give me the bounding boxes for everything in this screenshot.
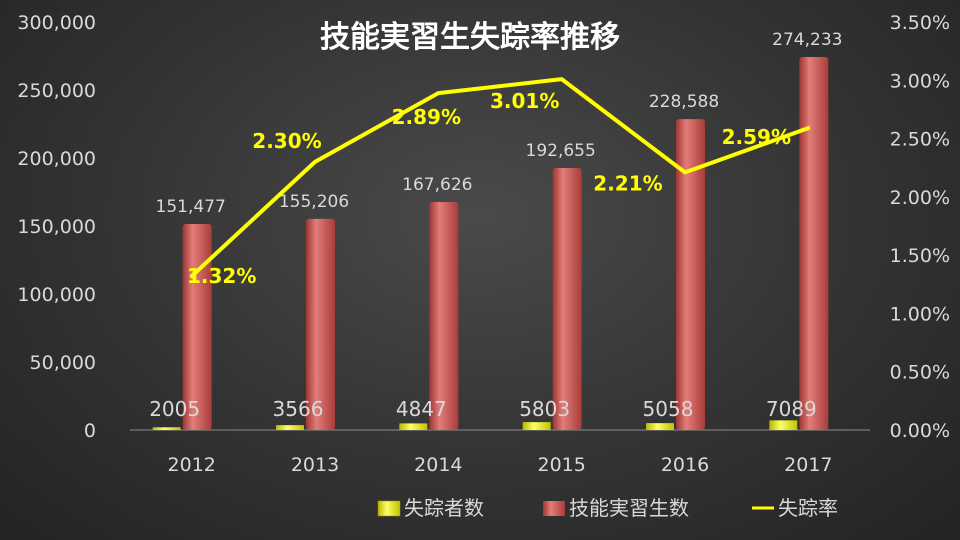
trainee-labels: 151,477 155,206 167,626 192,655 228,588 274,2…	[156, 30, 843, 217]
trainee-bar	[676, 119, 705, 430]
legend-swatch-trainees	[543, 501, 565, 516]
left-axis-tick-label: 50,000	[30, 352, 96, 374]
right-axis-tick-label: 0.50%	[890, 362, 950, 384]
x-axis-tick-label: 2015	[537, 454, 585, 476]
missing-value-label: 5803	[519, 397, 570, 421]
legend: 失踪者数 技能実習生数 失踪率	[377, 496, 838, 520]
rate-labels: 1.32% 2.30% 2.89% 3.01% 2.21% 2.59%	[187, 89, 791, 288]
right-axis-ticks: 0.00% 0.50% 1.00% 1.50% 2.00% 2.50% 3.00% 3.50%	[890, 12, 950, 442]
missing-bar	[646, 423, 674, 430]
trainee-bar	[799, 57, 829, 430]
right-axis-tick-label: 3.50%	[890, 12, 950, 34]
missing-value-label: 3566	[273, 397, 324, 421]
x-axis-tick-label: 2014	[414, 454, 462, 476]
right-axis-tick-label: 0.00%	[890, 420, 950, 442]
left-axis-tick-label: 150,000	[17, 216, 96, 238]
legend-label-rate: 失踪率	[778, 496, 838, 520]
missing-labels: 2005 3566 4847 5803 5058 7089	[149, 397, 817, 421]
missing-value-label: 7089	[766, 397, 817, 421]
x-axis-tick-label: 2012	[167, 454, 215, 476]
missing-bar	[276, 425, 304, 430]
rate-value-label: 2.59%	[722, 125, 791, 149]
missing-value-label: 5058	[643, 397, 694, 421]
trainee-value-label: 167,626	[402, 175, 472, 195]
x-axis-tick-label: 2017	[784, 454, 832, 476]
left-axis-ticks: 0 50,000 100,000 150,000 200,000 250,000 300,0…	[17, 12, 96, 442]
missing-value-label: 2005	[149, 397, 200, 421]
rate-value-label: 2.89%	[392, 105, 461, 129]
left-axis-tick-label: 250,000	[17, 80, 96, 102]
left-axis-tick-label: 200,000	[17, 148, 96, 170]
trainee-bar	[429, 202, 459, 430]
trainee-value-label: 274,233	[772, 30, 842, 50]
left-axis-tick-label: 100,000	[17, 284, 96, 306]
rate-value-label: 2.30%	[252, 129, 321, 153]
right-axis-tick-label: 2.50%	[890, 129, 950, 151]
trainee-bar	[306, 218, 335, 430]
rate-value-label: 2.21%	[593, 171, 662, 195]
missing-bar	[152, 427, 181, 430]
trainee-bars	[182, 57, 829, 430]
x-axis-tick-label: 2013	[291, 454, 339, 476]
legend-swatch-missing	[377, 500, 401, 517]
trainee-bar	[552, 167, 582, 430]
right-axis-tick-label: 2.00%	[890, 187, 950, 209]
missing-bar	[399, 423, 428, 430]
right-axis-tick-label: 1.50%	[890, 245, 950, 267]
chart-title: 技能実習生失踪率推移	[320, 20, 620, 55]
rate-line	[189, 77, 811, 279]
left-axis-tick-label: 300,000	[17, 12, 96, 34]
legend-label-missing: 失踪者数	[404, 496, 484, 520]
trainee-value-label: 155,206	[279, 192, 349, 212]
missing-bar	[769, 420, 798, 430]
rate-value-label: 3.01%	[490, 89, 559, 113]
rate-value-label: 1.32%	[187, 264, 256, 288]
x-axis-tick-label: 2016	[661, 454, 709, 476]
missing-bars	[152, 420, 798, 430]
right-axis-tick-label: 1.00%	[890, 303, 950, 325]
x-axis-ticks: 2012 2013 2014 2015 2016 2017	[167, 454, 832, 476]
legend-label-trainees: 技能実習生数	[569, 496, 689, 520]
trainee-value-label: 192,655	[526, 141, 596, 161]
right-axis-tick-label: 3.00%	[890, 70, 950, 92]
trainee-value-label: 151,477	[156, 197, 226, 217]
missing-value-label: 4847	[396, 397, 447, 421]
left-axis-tick-label: 0	[84, 420, 96, 442]
missing-bar	[522, 422, 551, 430]
trainee-value-label: 228,588	[649, 92, 719, 112]
